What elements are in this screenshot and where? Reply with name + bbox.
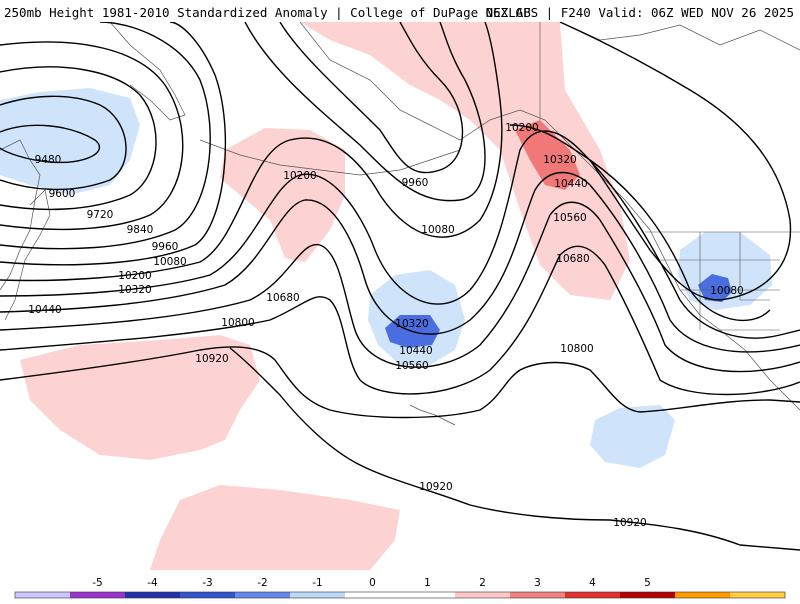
contour-label: 10440 [28, 304, 61, 316]
contour-label: 10200 [283, 170, 316, 182]
contour-10440 [0, 171, 800, 353]
anomaly-minus1-region [0, 88, 140, 195]
aleutian-islands [199, 139, 461, 176]
contour-9840 [0, 41, 184, 231]
contour-10800 [0, 346, 800, 419]
colorbar-segment [15, 592, 71, 598]
contour-label: 10920 [195, 353, 228, 365]
contour-label: 10080 [153, 256, 186, 268]
contour-label: 10440 [399, 345, 432, 357]
contour-label: 9720 [87, 209, 114, 221]
contour-label: 10320 [395, 318, 428, 330]
colorbar-segment [730, 592, 786, 598]
contour-label: 9600 [49, 188, 76, 200]
contour-10320 [0, 130, 800, 339]
contour-label: 10920 [613, 517, 646, 529]
height-anomaly-map: 9480 9600 9720 9840 9960 10080 10200 103… [0, 22, 800, 570]
colorbar-tick-label: 3 [534, 577, 541, 589]
boundary-state [739, 232, 770, 301]
contour-9720 [0, 66, 157, 211]
contour-label: 9960 [152, 241, 179, 253]
colorbar-segment [675, 592, 731, 598]
positive-anomaly-shading [20, 22, 630, 570]
run-info: 06Z GFS | F240 Valid: 06Z WED NOV 26 202… [485, 5, 794, 20]
coastline-kamchatka [109, 22, 186, 121]
map-header: 250mb Height 1981-2010 Standardized Anom… [0, 0, 800, 22]
colorbar-segments [14, 591, 786, 599]
contour-label: 10680 [556, 253, 589, 265]
contour-9960 [0, 22, 211, 250]
contour-10200 [509, 124, 771, 322]
contour-9480 [0, 124, 101, 164]
contour-label: 10200 [118, 270, 151, 282]
colorbar-tick-label: -4 [147, 577, 158, 589]
colorbar-tick-label: 5 [644, 577, 651, 589]
contour-label: 10560 [395, 360, 428, 372]
colorbar-tick-label: -2 [257, 577, 267, 589]
colorbar-canvas: -5 -4 -3 -2 -1 0 1 2 3 4 5 [14, 577, 786, 599]
contour-9600 [0, 95, 127, 191]
contour-label: 10560 [553, 212, 586, 224]
colorbar-segment [620, 592, 676, 598]
contour-label: 9960 [402, 177, 429, 189]
contour-label: 10440 [554, 178, 587, 190]
colorbar-segment [510, 592, 566, 598]
contour-labels: 9480 9600 9720 9840 9960 10080 10200 103… [28, 122, 743, 529]
contour-label: 10800 [221, 317, 254, 329]
political-boundaries [539, 22, 800, 331]
colorbar-segment [455, 592, 511, 598]
contour-10080 [559, 22, 792, 301]
map-canvas: 9480 9600 9720 9840 9960 10080 10200 103… [0, 22, 800, 570]
anomaly-plus1-region [20, 335, 260, 460]
contour-label: 10800 [560, 343, 593, 355]
contour-label: 10320 [118, 284, 151, 296]
colorbar-segment [565, 592, 621, 598]
height-contours [0, 22, 800, 551]
colorbar-ticks: -5 -4 -3 -2 -1 0 1 2 3 4 5 [92, 577, 651, 589]
contour-label: 10080 [710, 285, 743, 297]
colorbar-tick-label: 2 [479, 577, 486, 589]
colorbar-tick-label: 4 [589, 577, 596, 589]
colorbar-segment [345, 592, 401, 598]
colorbar-tick-label: 0 [369, 577, 376, 589]
colorbar-segment [70, 592, 126, 598]
contour-10920 [229, 347, 800, 551]
colorbar-tick-label: 1 [424, 577, 431, 589]
colorbar-tick-label: -5 [92, 577, 102, 589]
colorbar-tick-label: -3 [202, 577, 212, 589]
colorbar-segment [125, 592, 181, 598]
anomaly-minus1-region [590, 405, 675, 468]
colorbar-segment [180, 592, 236, 598]
negative-anomaly-shading [0, 88, 772, 468]
contour-label: 9840 [127, 224, 154, 236]
colorbar-tick-label: -1 [312, 577, 322, 589]
hawaii-islands [409, 404, 456, 426]
colorbar-outline [14, 591, 786, 599]
anomaly-colorbar: -5 -4 -3 -2 -1 0 1 2 3 4 5 [0, 570, 800, 600]
contour-label: 9480 [35, 154, 62, 166]
contour-label: 10080 [421, 224, 454, 236]
map-title: 250mb Height 1981-2010 Standardized Anom… [4, 5, 531, 20]
contour-10680 [0, 245, 800, 396]
colorbar-segment [235, 592, 291, 598]
contour-label: 10920 [419, 481, 452, 493]
contour-10080 [0, 22, 227, 266]
coastline-japan [4, 189, 51, 321]
contour-10080 [244, 22, 486, 202]
contour-10200 [0, 22, 503, 282]
colorbar-segment [400, 592, 456, 598]
contour-label: 10680 [266, 292, 299, 304]
contour-9960 [279, 22, 464, 174]
anomaly-plus1-region [150, 485, 400, 570]
anomaly-plus1-region [300, 22, 630, 300]
colorbar-segment [290, 592, 346, 598]
coastline-alaska [299, 22, 800, 411]
coastlines [0, 22, 800, 426]
anomaly-minus2-region [698, 274, 732, 302]
contour-label: 10200 [505, 122, 538, 134]
coastline-canada-north [559, 22, 800, 51]
contour-label: 10320 [543, 154, 576, 166]
contour-10560 [0, 201, 800, 373]
anomaly-plus1-region [220, 128, 345, 262]
